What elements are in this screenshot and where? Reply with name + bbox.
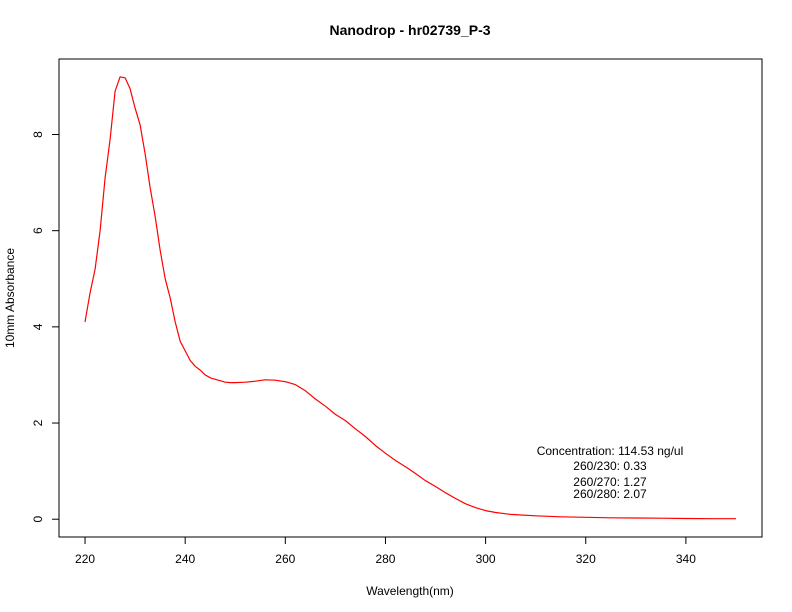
x-tick-label: 300 [476, 552, 496, 566]
y-tick-label: 4 [31, 323, 45, 330]
x-tick-label: 220 [75, 552, 95, 566]
ratio-260-230-text: 260/230: 0.33 [573, 459, 647, 473]
chart-title: Nanodrop - hr02739_P-3 [329, 22, 490, 38]
ratio-260-280-text: 260/280: 2.07 [573, 487, 647, 501]
ratio-260-270-text: 260/270: 1.27 [573, 475, 647, 489]
x-tick-label: 340 [676, 552, 696, 566]
y-tick-label: 0 [31, 516, 45, 523]
x-tick-label: 240 [175, 552, 195, 566]
y-tick-label: 8 [31, 131, 45, 138]
x-axis-label: Wavelength(nm) [366, 584, 454, 598]
concentration-text: Concentration: 114.53 ng/ul [537, 444, 684, 458]
stats-annotation: Concentration: 114.53 ng/ul 260/230: 0.3… [537, 444, 684, 501]
y-axis-label: 10mm Absorbance [3, 248, 17, 348]
plot-frame [58, 58, 763, 538]
x-axis: 220 240 260 280 300 320 340 [75, 537, 696, 566]
x-tick-label: 280 [375, 552, 395, 566]
absorbance-series-line [84, 76, 736, 520]
y-tick-label: 6 [31, 227, 45, 234]
x-tick-label: 260 [275, 552, 295, 566]
y-tick-label: 2 [31, 419, 45, 426]
series-layer [84, 76, 736, 520]
x-tick-label: 320 [576, 552, 596, 566]
y-axis: 0 2 4 6 8 [31, 131, 59, 523]
